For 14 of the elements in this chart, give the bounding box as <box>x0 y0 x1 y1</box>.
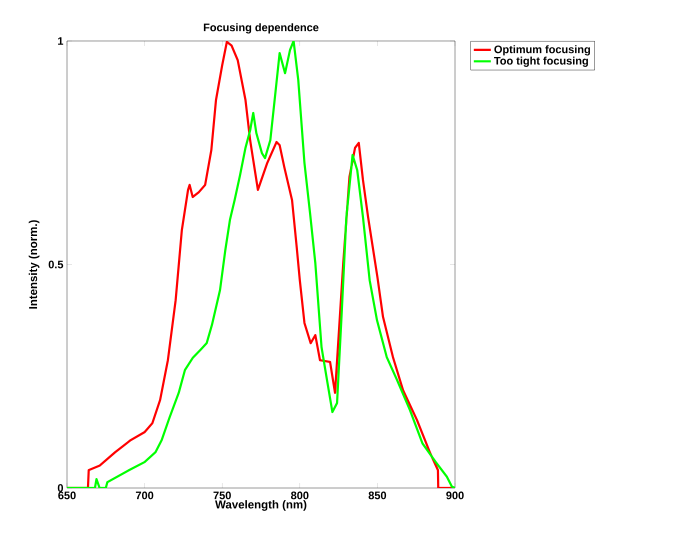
y-tick-label: 1 <box>58 37 64 45</box>
x-tick-label: 750 <box>214 492 231 500</box>
legend-label: Optimum focusing <box>494 45 590 56</box>
x-axis-title: Wavelength (nm) <box>215 500 306 511</box>
x-tick-label: 900 <box>446 492 464 500</box>
x-tick-label: 650 <box>58 492 76 500</box>
chart-title: Focusing dependence <box>204 23 318 34</box>
y-axis-title: Intensity (norm.) <box>28 220 40 309</box>
y-tick-label: 0.5 <box>48 260 64 268</box>
x-tick-label: 700 <box>136 492 154 500</box>
x-tick-label: 800 <box>291 492 308 500</box>
legend-label: Too tight focusing <box>494 56 588 67</box>
y-tick-label: 0 <box>58 484 64 492</box>
x-tick-label: 850 <box>368 492 386 500</box>
